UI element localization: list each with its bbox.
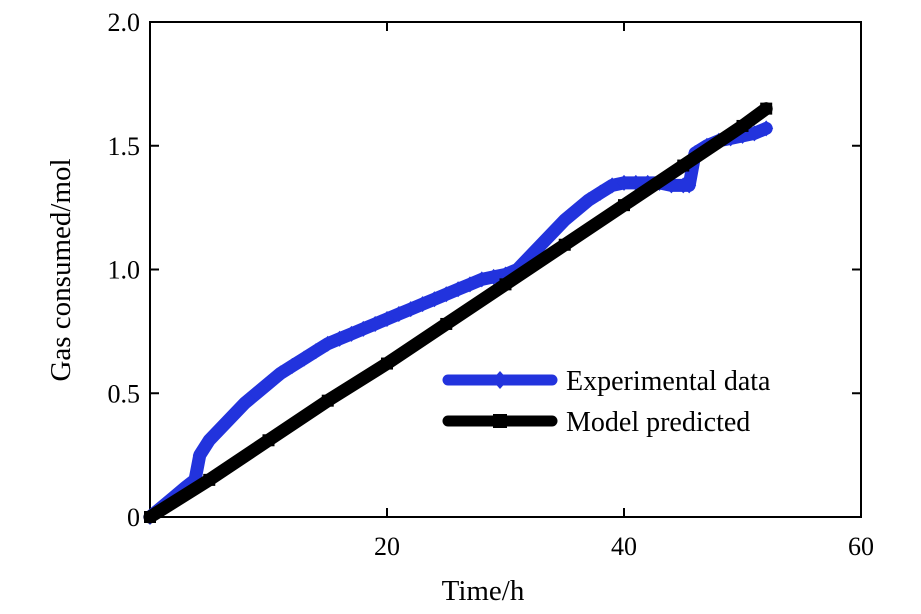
series-model-predicted [143, 102, 773, 524]
data-point [262, 434, 275, 447]
data-point [557, 212, 572, 228]
data-point [474, 271, 489, 288]
data-point [273, 365, 288, 382]
data-point [368, 315, 383, 332]
data-point [581, 192, 596, 209]
data-point [440, 317, 453, 330]
data-point [285, 358, 300, 375]
x-axis-title: Time/h [442, 575, 525, 607]
data-point [320, 335, 335, 352]
series-layer [143, 102, 774, 525]
legend-marker-model [493, 414, 507, 428]
data-point [617, 174, 631, 191]
data-point [202, 432, 217, 449]
data-point [225, 407, 240, 424]
series-line-model-predicted [143, 102, 773, 524]
data-point [332, 330, 347, 347]
data-point [605, 177, 620, 194]
y-tick-label: 0.5 [108, 379, 141, 408]
data-point [760, 102, 773, 115]
x-tick-label: 40 [611, 532, 637, 561]
data-point [321, 394, 334, 407]
data-point [249, 385, 264, 402]
data-point [380, 311, 394, 327]
data-point [545, 224, 560, 241]
data-point [439, 286, 454, 303]
x-tick-label: 60 [848, 532, 874, 561]
data-point [356, 320, 371, 337]
legend-label-experimental: Experimental data [566, 366, 771, 397]
data-point [203, 473, 216, 486]
data-point [415, 296, 430, 313]
data-point [736, 119, 749, 132]
data-point [558, 238, 571, 251]
y-tick-label: 0 [127, 503, 140, 532]
data-point [427, 291, 442, 308]
tick-labels: 20 40 60 0 0.5 1.0 1.5 2.0 [108, 8, 875, 561]
data-point [344, 325, 359, 342]
data-point [534, 236, 549, 253]
legend: Experimental data Model predicted [442, 366, 771, 438]
data-point [391, 306, 406, 323]
data-point [593, 184, 608, 201]
legend-marker-experimental [492, 371, 508, 389]
y-tick-label: 1.5 [108, 132, 141, 161]
data-point [144, 511, 156, 523]
data-point [451, 281, 466, 298]
axes [149, 21, 862, 518]
data-point [261, 375, 276, 392]
x-tick-label: 20 [374, 532, 400, 561]
data-point [381, 357, 393, 370]
data-point [192, 447, 207, 464]
data-point [569, 202, 584, 219]
data-point [237, 395, 252, 412]
data-point [499, 278, 512, 291]
data-point [628, 174, 643, 191]
y-tick-label: 1.0 [108, 256, 141, 285]
data-point [618, 199, 630, 212]
data-point [486, 268, 501, 285]
data-point [759, 120, 774, 137]
data-point [308, 343, 323, 360]
data-point [403, 301, 418, 318]
legend-label-model: Model predicted [566, 407, 750, 438]
y-tick-label: 2.0 [108, 8, 141, 37]
data-point [747, 125, 762, 142]
data-point [297, 350, 312, 367]
data-point [462, 276, 477, 293]
data-point [214, 419, 229, 436]
y-axis-title: Gas consumed/mol [45, 158, 77, 381]
data-point [682, 177, 697, 194]
data-point [677, 159, 690, 172]
